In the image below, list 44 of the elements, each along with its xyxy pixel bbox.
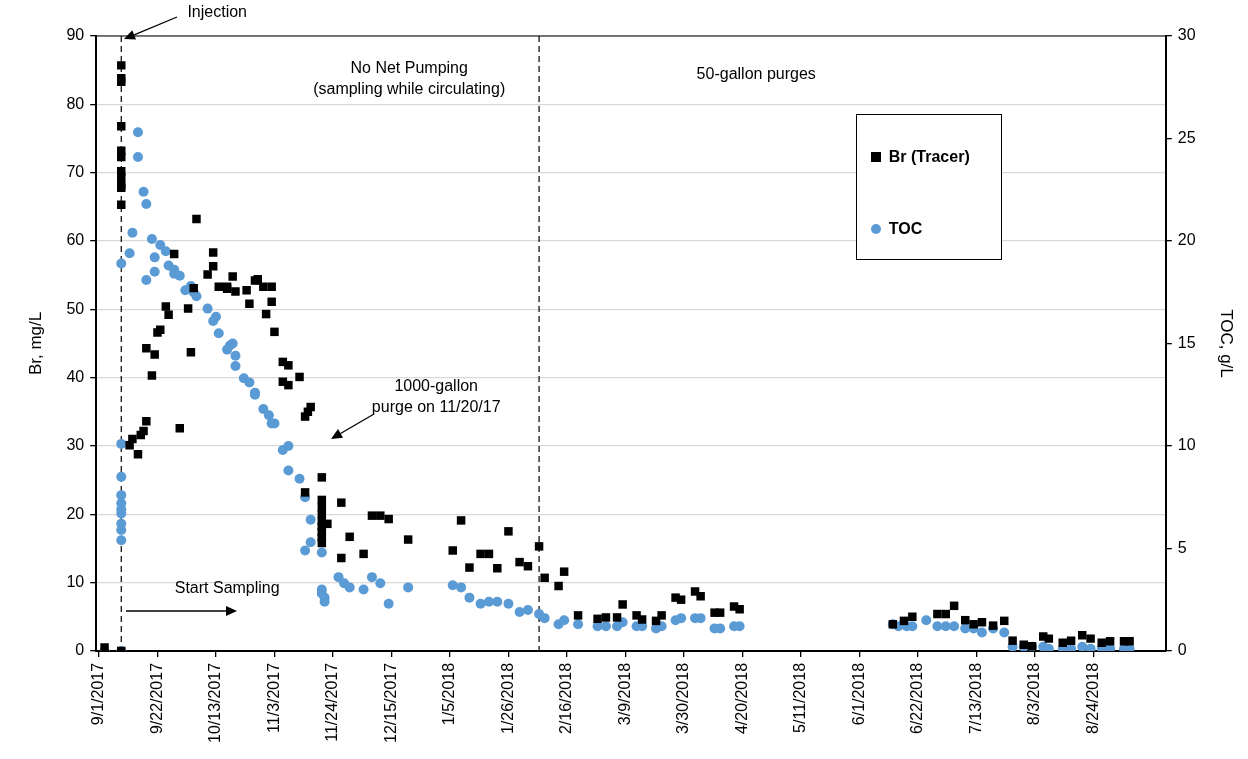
x-tick-label: 4/20/2018 bbox=[732, 662, 750, 735]
y-tick-label: 0 bbox=[75, 641, 85, 659]
y-tick-label: 50 bbox=[66, 299, 85, 317]
x-tick-label: 11/24/2017 bbox=[323, 662, 341, 742]
x-tick-label: 2/16/2018 bbox=[557, 662, 575, 735]
y-tick-label: 80 bbox=[66, 94, 85, 112]
x-tick-label: 1/5/2018 bbox=[440, 662, 458, 726]
y2-tick-label: 20 bbox=[1177, 231, 1196, 249]
x-tick-label: 1/26/2018 bbox=[498, 662, 516, 735]
y2-tick-label: 30 bbox=[1177, 26, 1196, 44]
x-tick-label: 8/3/2018 bbox=[1025, 662, 1043, 726]
y-tick-label: 70 bbox=[66, 163, 85, 181]
legend-label: TOC bbox=[888, 220, 923, 238]
y2-axis-title: TOC, g/L bbox=[1217, 309, 1237, 378]
x-tick-label: 6/1/2018 bbox=[849, 662, 867, 726]
annotation: 1000-gallon purge on 11/20/17 bbox=[371, 377, 501, 416]
x-tick-label: 9/22/2017 bbox=[147, 662, 165, 735]
text: Injection bbox=[187, 3, 247, 21]
x-tick-label: 8/24/2018 bbox=[1083, 662, 1101, 735]
y-tick-label: 30 bbox=[66, 436, 85, 454]
x-tick-label: 12/15/2017 bbox=[381, 662, 399, 743]
x-tick-label: 11/3/2017 bbox=[264, 662, 282, 733]
y-tick-label: 20 bbox=[66, 504, 85, 522]
y2-tick-label: 0 bbox=[1177, 641, 1187, 659]
y2-tick-label: 25 bbox=[1177, 128, 1196, 146]
annotation: Start Sampling bbox=[174, 579, 280, 597]
y-tick-label: 10 bbox=[66, 573, 85, 590]
annotation: No Net Pumping (sampling while circulating) bbox=[313, 59, 506, 98]
x-tick-label: 9/1/2017 bbox=[89, 662, 107, 726]
x-tick-label: 3/30/2018 bbox=[674, 662, 692, 735]
x-tick-label: 7/13/2018 bbox=[966, 662, 984, 735]
y2-tick-label: 15 bbox=[1177, 333, 1196, 351]
y-tick-label: 60 bbox=[66, 231, 85, 249]
legend-label: Br (Tracer) bbox=[888, 148, 970, 166]
annotation: 50-gallon purges bbox=[696, 65, 816, 83]
y-tick-label: 40 bbox=[66, 368, 85, 386]
y-tick-label: 90 bbox=[66, 26, 85, 44]
y2-tick-label: 10 bbox=[1177, 436, 1196, 454]
x-tick-label: 3/9/2018 bbox=[615, 662, 633, 726]
y2-tick-label: 5 bbox=[1177, 538, 1187, 556]
x-tick-label: 10/13/2017 bbox=[206, 662, 224, 743]
x-tick-label: 5/11/2018 bbox=[791, 662, 809, 733]
y-axis-title: Br, mg/L bbox=[25, 311, 45, 376]
x-tick-label: 6/22/2018 bbox=[908, 662, 926, 735]
